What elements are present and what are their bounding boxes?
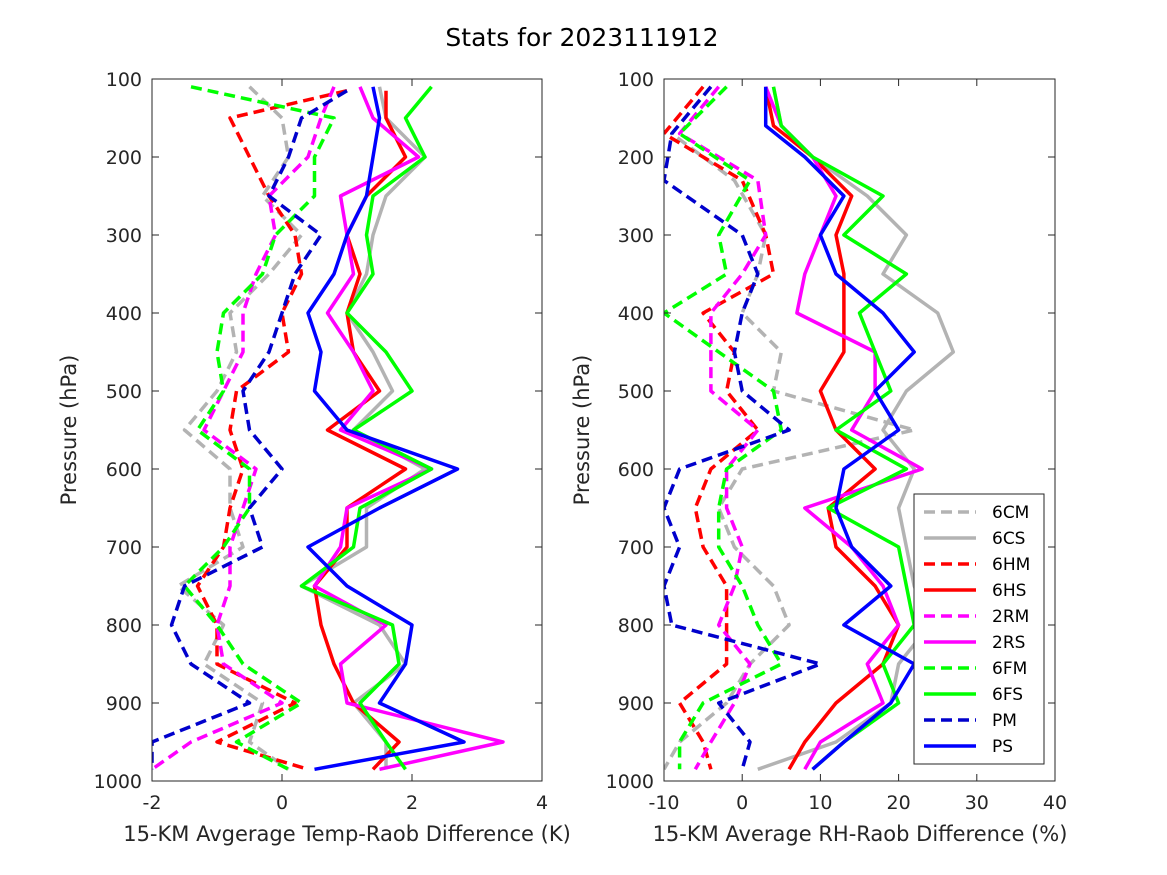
temp-y-axis-label: Pressure (hPa)	[57, 355, 81, 506]
legend: 6CM 6CS 6HM 6HS 2RM 2RS 6FM 6FS PM PS	[913, 493, 1045, 765]
temp-x-tick-label: 2	[406, 792, 418, 814]
rh-x-tick-label: -10	[648, 792, 679, 814]
temp-y-tick-label: 100	[106, 69, 142, 91]
rh-y-tick-label: 700	[618, 537, 654, 559]
legend-label-pm: PM	[992, 711, 1017, 731]
temp-series-2rm	[152, 86, 336, 771]
temp-y-tick-label: 300	[106, 225, 142, 247]
rh-series-6cm	[664, 85, 916, 771]
legend-label-6fs: 6FS	[992, 685, 1023, 705]
rh-axes-box	[663, 78, 1056, 782]
temp-y-tick-label: 1000	[94, 771, 142, 793]
legend-label-6fm: 6FM	[992, 659, 1027, 679]
rh-y-tick-label: 300	[618, 225, 654, 247]
rh-y-tick-label: 600	[618, 459, 654, 481]
rh-x-tick-label: 20	[887, 792, 911, 814]
temp-y-tick-label: 900	[106, 693, 142, 715]
temp-y-tick-label: 800	[106, 615, 142, 637]
temp-x-tick-label: 0	[276, 792, 288, 814]
legend-label-2rm: 2RM	[992, 607, 1029, 627]
temp-axes-box	[151, 78, 543, 782]
temp-y-tick-label: 400	[106, 303, 142, 325]
temp-series-2rs	[312, 86, 505, 772]
legend-label-ps: PS	[992, 737, 1013, 757]
temp-x-axis-label: 15-KM Avgerage Temp-Raob Difference (K)	[123, 822, 571, 846]
rh-x-tick-label: 40	[1043, 792, 1067, 814]
temp-series-6cm	[176, 85, 304, 771]
rh-y-tick-label: 800	[618, 615, 654, 637]
temp-y-tick-label: 700	[106, 537, 142, 559]
chart-title: Stats for 2023111912	[445, 23, 718, 52]
legend-label-6cm: 6CM	[992, 503, 1029, 523]
temp-series-6fm	[182, 85, 336, 771]
legend-label-6hm: 6HM	[992, 555, 1030, 575]
temp-y-tick-label: 600	[106, 459, 142, 481]
temp-series-layer	[152, 85, 505, 772]
rh-x-tick-label: 0	[736, 792, 748, 814]
temp-series-6fs	[299, 85, 434, 771]
rh-x-tick-label: 10	[808, 792, 832, 814]
temp-series-ps	[306, 86, 466, 772]
legend-label-6hs: 6HS	[992, 581, 1026, 601]
temp-x-tick-label: 4	[536, 792, 548, 814]
temp-panel: -2 0 2 4 100 200 300 400 500 600 700 800 900 1000 15-…	[57, 69, 571, 846]
rh-series-6fm	[664, 85, 784, 770]
legend-label-6cs: 6CS	[992, 529, 1025, 549]
rh-y-axis-label: Pressure (hPa)	[570, 355, 594, 506]
rh-series-6fs	[771, 86, 916, 771]
legend-label-2rs: 2RS	[992, 633, 1025, 653]
temp-y-tick-label: 500	[106, 381, 142, 403]
temp-x-tick-label: -2	[143, 792, 162, 814]
rh-series-pm	[664, 85, 823, 770]
rh-y-tick-label: 1000	[606, 771, 654, 793]
rh-y-tick-label: 100	[618, 69, 654, 91]
rh-y-tick-label: 500	[618, 381, 654, 403]
rh-y-tick-label: 400	[618, 303, 654, 325]
rh-ticks: -10 0 10 20 30 40 100 200 300 400 500 600 700 800 900 1…	[606, 69, 1067, 814]
rh-y-tick-label: 900	[618, 693, 654, 715]
temp-series-pm	[152, 89, 348, 770]
rh-x-tick-label: 30	[965, 792, 989, 814]
temp-ticks: -2 0 2 4 100 200 300 400 500 600 700 800 900 1000	[94, 69, 548, 814]
temp-y-tick-label: 200	[106, 147, 142, 169]
rh-series-2rs	[764, 86, 924, 771]
rh-series-2rm	[677, 85, 768, 771]
rh-series-6cs	[757, 86, 956, 771]
rh-x-axis-label: 15-KM Average RH-Raob Difference (%)	[653, 822, 1068, 846]
rh-y-tick-label: 200	[618, 147, 654, 169]
